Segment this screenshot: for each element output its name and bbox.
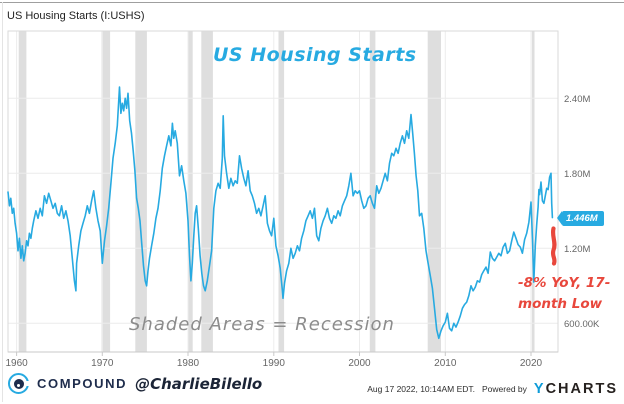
- compound-logo-icon: [8, 373, 30, 394]
- x-tick-label: 1980: [177, 358, 200, 369]
- twitter-handle: @CharlieBilello: [135, 374, 263, 393]
- timestamp: Aug 17 2022, 10:14AM EDT.: [367, 384, 476, 395]
- x-tick-label: 2020: [520, 358, 543, 369]
- logo-notch: [26, 381, 30, 386]
- left-border-line: [2, 2, 3, 402]
- x-tick-label: 1970: [91, 358, 114, 369]
- yoy-annotation: -8% YoY, 17- month Low: [518, 273, 624, 315]
- recession-band: [369, 31, 376, 352]
- recession-band: [201, 31, 213, 352]
- powered-by-label: Powered by: [482, 384, 527, 395]
- y-tick-label: 1.20M: [564, 244, 590, 255]
- logo-dot: [17, 383, 20, 387]
- last-value-badge: 1.446M: [562, 211, 604, 226]
- recession-band: [18, 31, 27, 352]
- x-tick-label: 1990: [263, 358, 286, 369]
- red-marker-stroke: [550, 226, 557, 266]
- ycharts-logo-y: Y: [533, 381, 546, 397]
- x-tick-label: 2000: [348, 358, 371, 369]
- housing-starts-line: [7, 86, 554, 340]
- recession-band: [278, 31, 285, 352]
- x-tick-label: 1960: [5, 358, 28, 369]
- recession-band: [188, 31, 193, 352]
- y-tick-label: 2.40M: [564, 94, 590, 105]
- y-tick-label: 600.00K: [564, 319, 600, 330]
- recession-band: [531, 31, 535, 352]
- yoy-annotation-line2: month Low: [518, 296, 603, 312]
- y-tick-label: 1.80M: [564, 169, 590, 180]
- chart-annotation-title: US Housing Starts: [213, 44, 417, 66]
- ycharts-logo-text: CHARTS: [545, 381, 618, 397]
- ycharts-logo: YCHARTS: [534, 382, 618, 397]
- recession-band: [135, 31, 147, 352]
- yoy-annotation-line1: -8% YoY, 17-: [518, 275, 611, 291]
- brand-name: COMPOUND: [37, 376, 128, 391]
- x-tick-label: 2010: [434, 358, 457, 369]
- recession-note: Shaded Areas = Recession: [129, 314, 395, 335]
- top-border-line: [0, 2, 624, 3]
- attribution: COMPOUND @CharlieBilello: [8, 373, 262, 394]
- chart-credits: Aug 17 2022, 10:14AM EDT. Powered by YCH…: [367, 382, 618, 397]
- logo-core: [13, 378, 24, 389]
- recession-band: [101, 31, 111, 352]
- recession-band: [427, 31, 441, 352]
- series-header-title: US Housing Starts (I:USHS): [7, 10, 145, 22]
